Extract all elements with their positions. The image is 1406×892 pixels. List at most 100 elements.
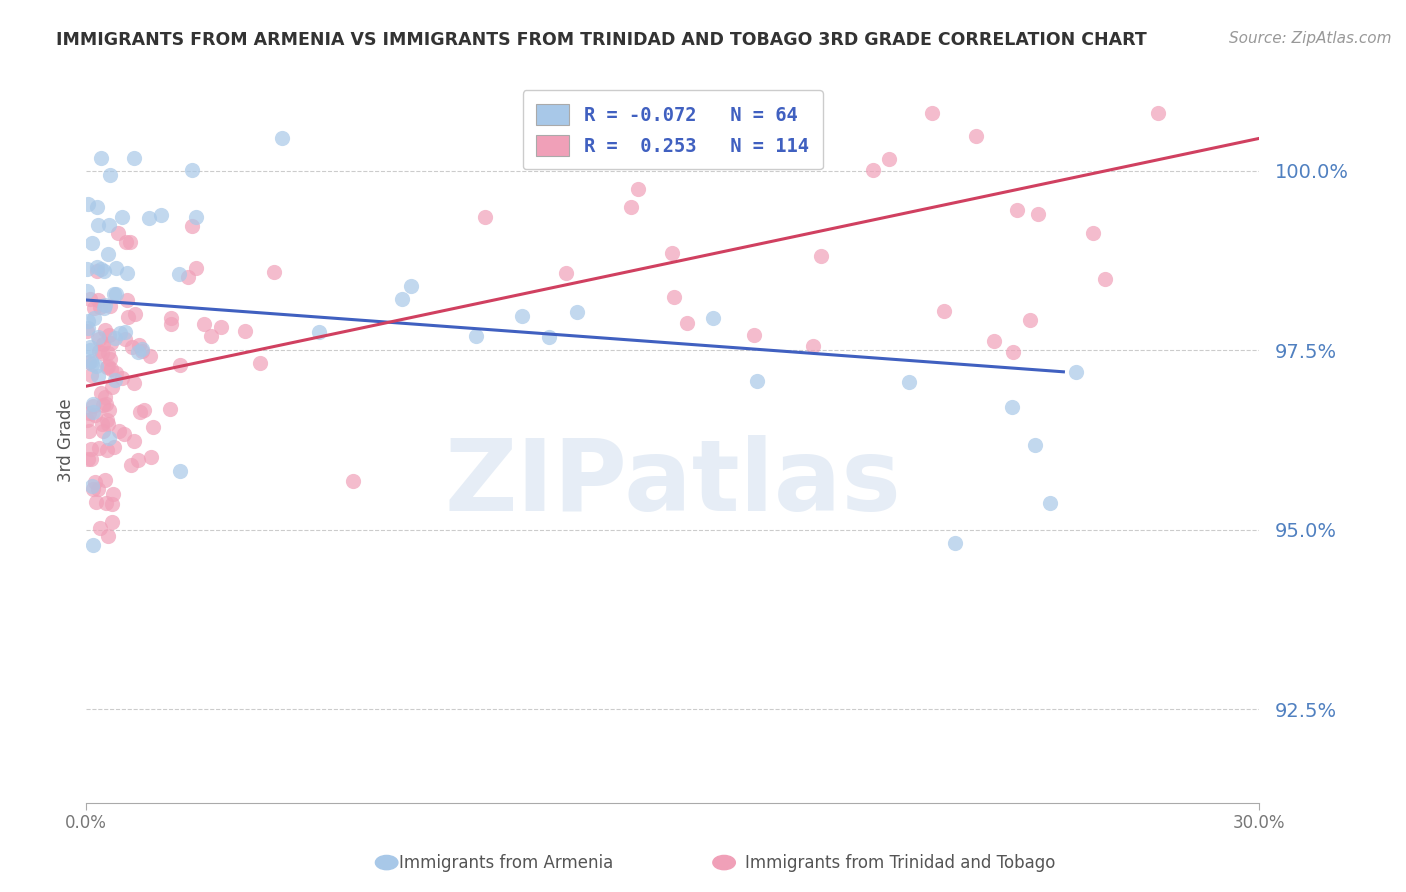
Point (661, 246, 683, 260)
Point (76, 262, 98, 277)
Point (180, 162, 202, 177)
Point (103, 487, 125, 501)
Point (86, 200, 108, 214)
Point (90, 346, 112, 360)
Point (565, 305, 588, 319)
Point (193, 317, 215, 331)
Point (82, 483, 104, 497)
Point (932, 304, 955, 318)
Point (98, 403, 121, 417)
Point (86, 483, 108, 497)
Point (159, 311, 181, 326)
Point (159, 402, 181, 417)
Point (112, 427, 135, 442)
Point (538, 329, 561, 343)
Text: IMMIGRANTS FROM ARMENIA VS IMMIGRANTS FROM TRINIDAD AND TOBAGO 3RD GRADE CORRELA: IMMIGRANTS FROM ARMENIA VS IMMIGRANTS FR… (56, 31, 1147, 49)
Point (118, 235, 141, 249)
Point (82, 397, 104, 411)
Point (91, 336, 114, 351)
Point (132, 403, 155, 417)
Point (124, 307, 146, 321)
Point (142, 420, 165, 434)
Point (90, 386, 112, 401)
Point (84, 408, 107, 422)
Point (1147, 106, 1170, 120)
Point (1002, 345, 1025, 359)
Point (1039, 496, 1062, 510)
Point (97, 417, 120, 431)
Point (620, 200, 643, 214)
Point (80, 353, 103, 368)
Point (80, 442, 103, 457)
Point (983, 334, 1005, 348)
Point (77, 355, 100, 369)
Legend: R = -0.072   N = 64, R =  0.253   N = 114: R = -0.072 N = 64, R = 0.253 N = 114 (523, 90, 823, 169)
Point (76, 284, 98, 298)
Point (160, 317, 183, 331)
Point (76, 321, 98, 335)
Point (169, 358, 191, 372)
Point (342, 474, 364, 488)
Point (664, 290, 686, 304)
Point (103, 287, 125, 301)
Point (76, 324, 98, 338)
Point (86, 260, 108, 274)
Point (898, 376, 921, 390)
Point (120, 458, 142, 473)
Point (105, 366, 128, 380)
Point (555, 266, 578, 280)
Point (1005, 202, 1028, 217)
Point (94, 298, 117, 312)
Point (82, 479, 104, 493)
Point (128, 337, 150, 351)
Point (139, 349, 162, 363)
Point (128, 405, 150, 419)
Point (89, 441, 111, 455)
Point (91, 425, 114, 439)
Point (921, 106, 943, 120)
Point (91, 417, 114, 431)
Point (169, 465, 191, 479)
Point (702, 311, 724, 326)
Point (879, 152, 901, 166)
Point (127, 345, 149, 359)
Point (115, 293, 138, 308)
Point (82, 538, 104, 552)
Point (94, 323, 117, 337)
Point (77, 197, 100, 211)
Point (89, 521, 111, 535)
Point (107, 424, 129, 438)
Point (90, 262, 112, 277)
Point (100, 361, 122, 376)
Point (308, 325, 330, 339)
Point (97, 346, 120, 360)
Point (1026, 207, 1049, 221)
Point (169, 267, 191, 281)
Point (121, 340, 143, 354)
Point (114, 332, 136, 346)
Point (96, 529, 118, 543)
Point (77, 424, 100, 438)
Point (115, 235, 138, 249)
Point (98, 299, 121, 313)
Point (80, 357, 103, 371)
Point (104, 374, 127, 388)
Text: ZIPatlas: ZIPatlas (444, 435, 901, 532)
Point (86, 369, 108, 384)
Text: Source: ZipAtlas.com: Source: ZipAtlas.com (1229, 31, 1392, 46)
Point (139, 450, 162, 464)
Point (723, 145, 745, 160)
Point (177, 269, 200, 284)
Point (107, 226, 129, 240)
Point (101, 497, 124, 511)
Point (110, 326, 132, 340)
Point (98, 431, 121, 445)
Y-axis label: 3rd Grade: 3rd Grade (58, 398, 75, 482)
Point (1094, 272, 1116, 286)
Point (80, 236, 103, 251)
Point (1024, 437, 1046, 451)
Point (77, 452, 100, 467)
Point (127, 453, 149, 467)
Point (94, 391, 117, 405)
Point (131, 343, 153, 358)
